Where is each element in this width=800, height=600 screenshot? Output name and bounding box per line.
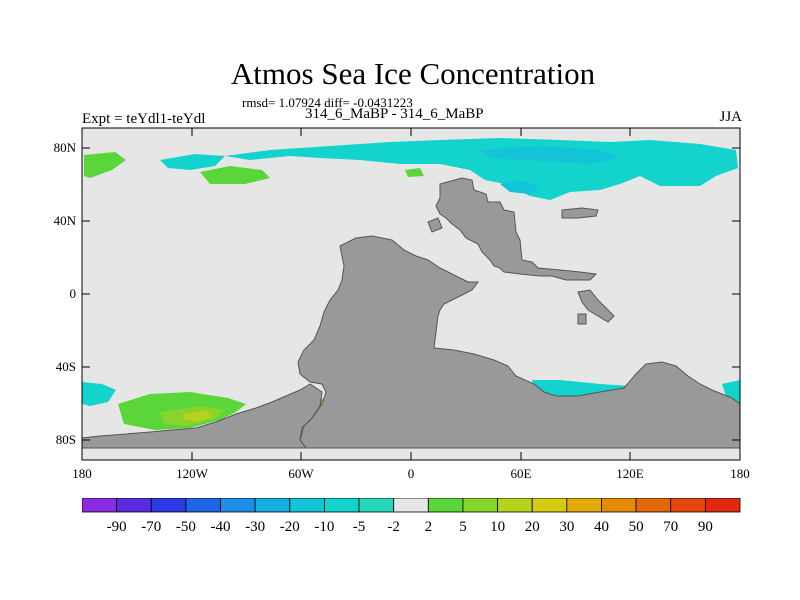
colorbar-swatch (601, 498, 637, 513)
lat-label-0: 0 (69, 286, 77, 301)
arctic-positive-central (200, 166, 270, 184)
lon-label-180-west: 180 (72, 466, 92, 481)
colorbar-swatch (393, 498, 429, 513)
colorbar-level-label: 70 (663, 519, 679, 535)
colorbar-level-label: -10 (314, 519, 335, 535)
colorbar-swatch (566, 498, 602, 513)
colorbar-swatch (150, 498, 187, 513)
lat-label-40n: 40N (53, 213, 76, 228)
colorbar-level-label: 90 (697, 519, 713, 535)
africa-asia-landmass (435, 177, 598, 281)
colorbar-swatch (220, 498, 256, 513)
southern-anomaly-west (82, 382, 116, 406)
arctic-positive-small (405, 168, 424, 177)
arctic-anomaly-inner-2 (500, 180, 540, 194)
lat-label-80n: 80N (53, 140, 76, 155)
arctic-anomaly-patch (160, 154, 225, 170)
colorbar-swatch (670, 498, 706, 513)
rmsd-diff-stats: rmsd= 1.07924 diff= -0.0431223 (242, 95, 413, 110)
colorbar-level-label: 30 (559, 519, 575, 535)
colorbar-level-label: 2 (424, 519, 433, 535)
colorbar-level-label: 50 (628, 519, 644, 535)
sea-ice-anomalies (82, 138, 740, 430)
colorbar-level-label: 5 (459, 519, 467, 535)
arctic-positive-west (84, 152, 126, 178)
colorbar-level-label: -30 (245, 519, 266, 535)
colorbar-swatch (358, 498, 395, 513)
middle-east-landmass (427, 217, 443, 233)
colorbar-swatch (289, 498, 325, 513)
lon-label-60w: 60W (288, 466, 314, 481)
colorbar-level-label: -70 (141, 519, 162, 535)
colorbar-swatch (704, 498, 741, 513)
island-southeast-asia (577, 289, 615, 323)
colorbar-level-label: -50 (175, 519, 196, 535)
colorbar-swatch (531, 498, 568, 513)
colorbar-level-label: -20 (279, 519, 300, 535)
lat-label-80s: 80S (55, 432, 76, 447)
colorbar-swatch (462, 498, 498, 513)
southern-positive-core (182, 410, 214, 422)
south-america-landmass (297, 235, 741, 449)
colorbar-swatch (82, 498, 118, 513)
season-label: JJA (719, 109, 742, 125)
colorbar-level-label: 40 (593, 519, 609, 535)
lon-label-120e: 120E (616, 466, 644, 481)
lon-label-180-east: 180 (730, 466, 750, 481)
southern-anomaly-far-east (722, 380, 740, 404)
arctic-anomaly-band (225, 138, 738, 200)
colorbar-level-label: -5 (352, 519, 366, 535)
period-subtitle: 314_6_MaBP - 314_6_MaBP (305, 106, 484, 122)
colorbar-level-label: 20 (524, 519, 540, 535)
arctic-anomaly-inner (480, 146, 620, 164)
colorbar (82, 498, 741, 513)
lon-label-60e: 60E (510, 466, 532, 481)
colorbar-swatch (324, 498, 360, 513)
colorbar-level-label: -40 (210, 519, 231, 535)
colorbar-level-label: -2 (387, 519, 400, 535)
colorbar-swatch (635, 498, 672, 513)
axis-ticks (81, 128, 741, 460)
colorbar-swatch (497, 498, 533, 513)
island-small (577, 313, 587, 325)
island-west-pacific (561, 207, 599, 219)
colorbar-swatch (185, 498, 221, 513)
map-title: Atmos Sea Ice Concentration (230, 56, 596, 91)
colorbar-level-label: 10 (490, 519, 506, 535)
antarctic-peninsula (81, 383, 323, 449)
lat-label-40s: 40S (55, 359, 76, 374)
colorbar-swatch (254, 498, 291, 513)
experiment-label: Expt = teYdl1-teYdl (82, 111, 206, 127)
lon-label-120w: 120W (176, 466, 208, 481)
colorbar-swatch (427, 498, 464, 513)
colorbar-level-label: -90 (106, 519, 127, 535)
continents (81, 177, 741, 449)
lon-label-0: 0 (407, 466, 415, 481)
colorbar-swatch (116, 498, 152, 513)
